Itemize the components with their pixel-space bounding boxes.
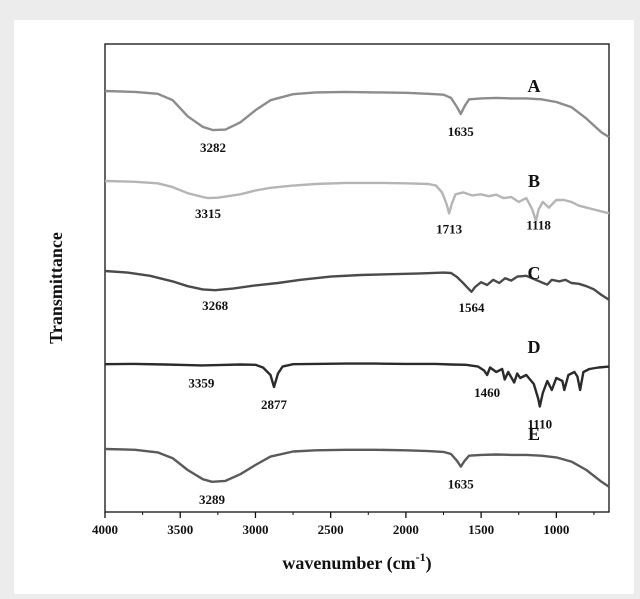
series-A-label: A bbox=[528, 76, 541, 96]
series-E-label: E bbox=[528, 424, 540, 444]
peak-label-E-1635: 1635 bbox=[448, 477, 475, 492]
series-A-line bbox=[104, 89, 610, 139]
peak-label-C-1564: 1564 bbox=[458, 300, 485, 315]
x-axis-title-superscript: -1 bbox=[416, 550, 426, 564]
peak-label-D-3359: 3359 bbox=[188, 375, 215, 390]
peak-label-B-3315: 3315 bbox=[195, 206, 222, 221]
peak-label-E-3289: 3289 bbox=[199, 492, 226, 507]
series-C-label: C bbox=[528, 263, 541, 283]
series-E-line bbox=[104, 447, 610, 488]
peak-label-A-3282: 3282 bbox=[200, 140, 226, 155]
series-B-label: B bbox=[528, 171, 540, 191]
series-C-line bbox=[104, 269, 610, 301]
ftir-chart: 4000 3500 3000 2500 2000 1500 1000 A 3282 1635 B 3… bbox=[46, 43, 610, 574]
x-axis-title: wavenumber (cm-1) bbox=[282, 550, 431, 574]
y-axis-title: Transmittance bbox=[46, 232, 66, 344]
x-tick-label-4000: 4000 bbox=[92, 522, 118, 537]
x-axis-title-close: ) bbox=[426, 553, 432, 574]
figure-frame: 4000 3500 3000 2500 2000 1500 1000 A 3282 1635 B 3… bbox=[14, 20, 634, 594]
peak-label-C-3268: 3268 bbox=[202, 298, 229, 313]
peak-label-D-2877: 2877 bbox=[261, 397, 288, 412]
x-tick-label-1500: 1500 bbox=[468, 522, 494, 537]
x-tick-label-3500: 3500 bbox=[167, 522, 193, 537]
peak-label-D-1460: 1460 bbox=[474, 385, 500, 400]
plot-area-border bbox=[104, 43, 610, 513]
peak-label-A-1635: 1635 bbox=[448, 124, 475, 139]
x-tick-label-2000: 2000 bbox=[393, 522, 419, 537]
series-B-line bbox=[104, 179, 610, 223]
peak-label-B-1118: 1118 bbox=[526, 218, 551, 233]
series-D-line bbox=[104, 362, 610, 408]
peak-label-D-1110: 1110 bbox=[528, 417, 553, 432]
x-tick-label-3000: 3000 bbox=[242, 522, 268, 537]
peak-label-B-1713: 1713 bbox=[436, 221, 463, 236]
series-D-label: D bbox=[528, 337, 541, 357]
x-axis: 4000 3500 3000 2500 2000 1500 1000 bbox=[92, 512, 595, 537]
x-tick-label-1000: 1000 bbox=[543, 522, 569, 537]
x-tick-label-2500: 2500 bbox=[318, 522, 344, 537]
x-axis-title-text: wavenumber (cm bbox=[282, 553, 415, 574]
series-layer: A 3282 1635 B 3315 1713 1118 C 3268 1564 D 3359 2877… bbox=[104, 76, 610, 507]
